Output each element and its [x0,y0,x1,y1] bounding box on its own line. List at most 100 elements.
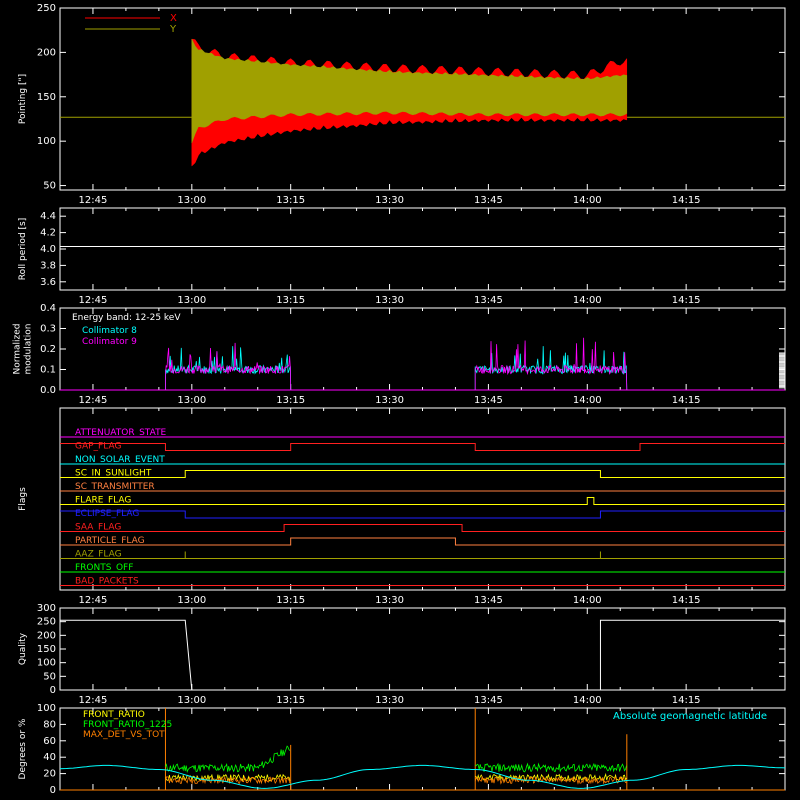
x-tick-label: 13:00 [177,395,206,406]
flag-label: FRONTS_OFF [75,563,133,573]
legend-label: FRONT_RATIO_1225 [83,720,172,730]
y-tick-label: 3.6 [40,277,56,288]
modulation-collimator-9-trace-2 [474,337,628,391]
flag-trace-aaz-flag [60,551,785,559]
degrees-y-label: Degrees or % [18,718,28,779]
x-tick-label: 14:15 [672,395,701,406]
y-tick-label: 4.2 [40,228,56,239]
x-tick-label: 13:30 [375,695,404,706]
flag-label: FLARE_FLAG [75,496,131,506]
x-tick-label: 13:45 [474,195,503,206]
flag-trace-saa-flag [60,524,785,532]
quality-line [60,619,785,691]
legend-label: MAX_DET_VS_TOT [83,730,165,740]
y-tick-label: 0 [50,785,56,796]
flag-label: AAZ_FLAG [75,550,122,560]
flag-label: NON_SOLAR_EVENT [75,455,165,465]
legend-label: Collimator 9 [82,337,137,347]
x-tick-label: 13:15 [276,695,305,706]
axis-label: Flags [18,487,28,511]
degrees-max-det-vs-tot-trace-2 [474,775,627,785]
roll-y-label: Roll period [s] [18,218,28,280]
y-tick-label: 3.8 [40,260,56,271]
x-tick-label: 13:30 [375,595,404,606]
x-tick-label: 13:15 [276,595,305,606]
modulation-y-label: Normalized modulation [13,323,34,374]
pointing-x-tick-labels: 12:45 13:00 13:15 13:30 13:45 14:00 14:15 [79,195,701,206]
quality-y-ticks: 0 50 100 150 200 250 300 [37,603,785,696]
x-tick-label: 13:45 [474,695,503,706]
roll-y-ticks: 3.6 3.8 4.0 4.2 4.4 [40,211,785,288]
flag-trace-flare-flag [60,497,785,505]
y-tick-label: 0.0 [40,385,56,396]
flag-trace-gap-flag [60,443,785,451]
legend-label: X [170,13,177,24]
degrees-annotation: Absolute geomagnetic latitude [613,711,767,722]
legend-label: FRONT_RATIO [83,710,145,720]
pointing-y-ticks: 50 100 150 200 250 [37,3,785,192]
x-tick-label: 13:15 [276,295,305,306]
quality-x-tick-labels: 12:45 13:00 13:15 13:30 13:45 14:00 14:15 [79,695,701,706]
y-tick-label: 250 [37,617,56,628]
flag-label: SAA_FLAG [75,523,121,533]
y-tick-label: 0.4 [40,303,56,314]
x-tick-label: 13:30 [375,395,404,406]
axis-label: Normalized [13,323,23,374]
modulation-annotation: Energy band: 12-25 keV [72,313,181,323]
flag-label: ECLIPSE_FLAG [75,509,139,519]
x-tick-label: 13:30 [375,295,404,306]
y-tick-label: 0.3 [40,324,56,335]
x-tick-label: 12:45 [79,195,108,206]
y-tick-label: 200 [37,630,56,641]
quality-time-ticks [59,608,786,690]
x-tick-label: 13:00 [177,595,206,606]
quality-y-label: Quality [18,632,28,665]
flag-trace-particle-flag [60,537,785,546]
axis-label: Roll period [s] [18,218,28,280]
x-tick-label: 13:00 [177,195,206,206]
legend-label: Y [169,24,177,35]
x-tick-label: 12:45 [79,395,108,406]
y-tick-label: 4.0 [40,244,56,255]
y-tick-label: 20 [43,769,56,780]
y-tick-label: 100 [37,658,56,669]
y-tick-label: 100 [37,136,56,147]
x-tick-label: 13:15 [276,395,305,406]
x-tick-label: 14:15 [672,195,701,206]
axis-label: modulation [24,324,34,375]
flag-label: SC_IN_SUNLIGHT [75,469,152,479]
degrees-front-ratio-1225-trace-2 [475,762,627,773]
y-tick-label: 0.1 [40,365,56,376]
pointing-legend: XY [85,13,177,35]
x-tick-label: 13:00 [177,695,206,706]
degrees-front-ratio-1225-trace-1 [165,745,291,773]
y-tick-label: 250 [37,3,56,14]
x-tick-label: 14:00 [573,695,602,706]
y-tick-label: 50 [43,671,56,682]
y-tick-label: 150 [37,644,56,655]
y-tick-label: 60 [43,736,56,747]
modulation-collimator-8-trace-2 [474,346,628,391]
x-tick-label: 14:00 [573,195,602,206]
geomagnetic-latitude-line [59,764,786,789]
y-tick-label: 300 [37,603,56,614]
flag-trace-eclipse-flag [60,510,785,519]
axis-label: Pointing ["] [18,74,28,124]
y-tick-label: 200 [37,47,56,58]
y-tick-label: 0.2 [40,344,56,355]
y-tick-label: 100 [37,703,56,714]
flag-label: BAD_PACKETS [75,577,139,587]
y-tick-label: 150 [37,92,56,103]
roll-time-ticks [59,208,786,290]
axis-label: Quality [18,632,28,665]
x-tick-label: 14:15 [672,595,701,606]
degrees-time-ticks [59,708,786,790]
modulation-x-tick-labels: 12:45 13:00 13:15 13:30 13:45 14:00 14:15 [79,395,701,406]
y-tick-label: 0 [50,685,56,696]
pointing-time-ticks [59,8,786,190]
x-tick-label: 13:30 [375,195,404,206]
